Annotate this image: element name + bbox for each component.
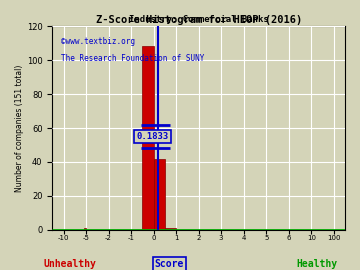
Bar [142, 46, 154, 230]
Y-axis label: Number of companies (151 total): Number of companies (151 total) [15, 64, 24, 192]
Text: The Research Foundation of SUNY: The Research Foundation of SUNY [61, 54, 204, 63]
Title: Z-Score Histogram for HEOP (2016): Z-Score Histogram for HEOP (2016) [95, 15, 302, 25]
Text: Score: Score [154, 259, 184, 269]
Bar [154, 158, 165, 230]
Bar [84, 228, 86, 230]
Text: Healthy: Healthy [296, 259, 337, 269]
Text: Unhealthy: Unhealthy [43, 259, 96, 269]
Bar [165, 228, 176, 230]
Text: ©www.textbiz.org: ©www.textbiz.org [61, 38, 135, 46]
Text: 0.1833: 0.1833 [136, 132, 168, 141]
Text: Industry: Commercial Banks: Industry: Commercial Banks [129, 15, 269, 24]
